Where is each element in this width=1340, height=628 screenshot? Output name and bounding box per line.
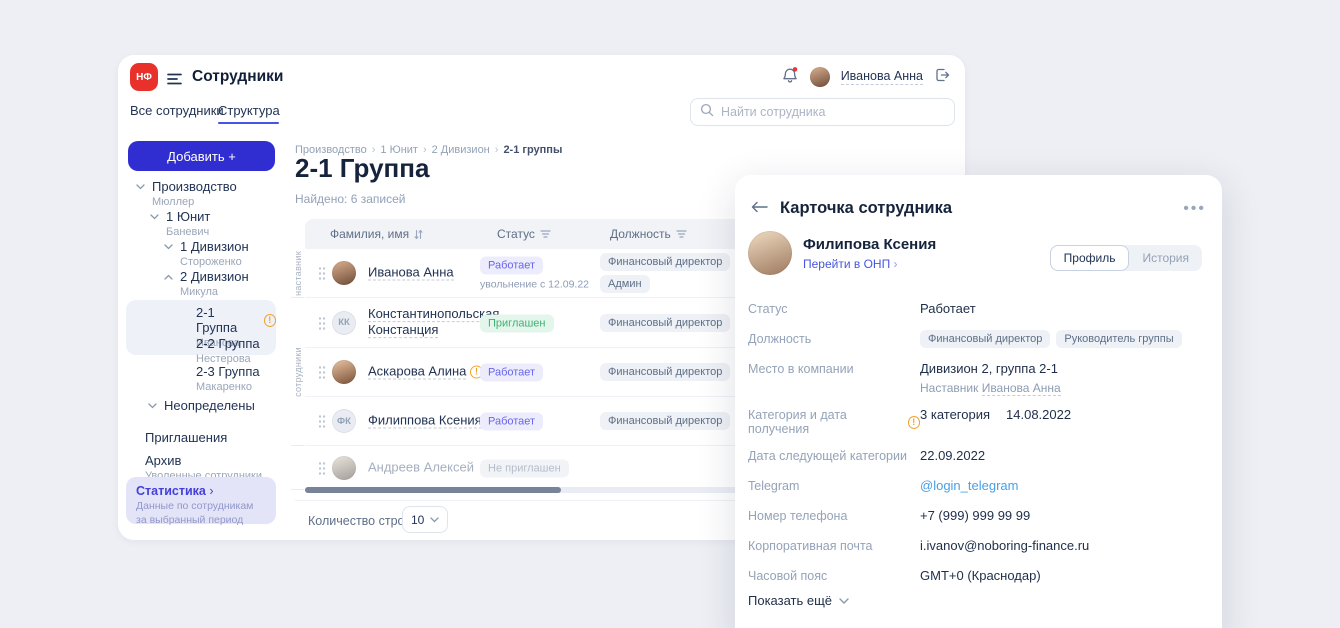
add-button[interactable]: Добавить + [128,141,275,171]
chevron-down-icon [150,213,159,219]
dismissal-note: увольнение с 12.09.22 [480,278,590,291]
sidebar-item-unit-1[interactable]: 1 Юнит Баневич [150,209,210,238]
avatar-initials: ФК [332,409,356,433]
back-icon[interactable] [751,200,768,218]
sidebar-item-production[interactable]: Производство Мюллер [136,179,237,208]
column-header-status[interactable]: Статус [497,227,551,241]
tab-structure[interactable]: Структура [218,103,280,118]
group-label-employees: сотрудники [291,298,304,446]
column-header-name[interactable]: Фамилия, имя [330,227,423,241]
sidebar-item-undefined[interactable]: Неопределены [148,398,255,413]
horizontal-scrollbar[interactable] [305,487,963,493]
avatar [332,456,356,480]
status-badge: Работает [480,412,544,431]
position-badge: Админ [600,275,650,293]
chevron-down-icon [164,243,173,249]
telegram-link[interactable]: @login_telegram [920,478,1019,494]
drag-handle-icon[interactable] [318,315,326,330]
sidebar-item-invitations[interactable]: Приглашения [145,430,228,445]
field-phone: Номер телефона +7 (999) 999 99 99 [748,508,1031,524]
divider [295,500,965,501]
avatar [332,360,356,384]
scrollbar-thumb[interactable] [305,487,561,493]
employee-photo [748,231,792,275]
app-logo[interactable]: НФ [130,63,158,91]
current-user-name[interactable]: Иванова Анна [840,69,923,85]
rows-per-page-label: Количество строк [308,514,410,528]
filter-icon[interactable] [676,230,687,238]
warning-icon [907,415,920,429]
column-header-position[interactable]: Должность [610,227,687,241]
sidebar-item-division-2[interactable]: 2 Дивизион Микула [164,269,249,298]
drag-handle-icon[interactable] [318,414,326,428]
drag-handle-icon[interactable] [318,365,326,379]
sidebar-item-group-2-3[interactable]: 2-3 Группа Макаренко [196,364,260,393]
search-box [690,98,955,126]
group-label-other [291,446,304,490]
employee-card-panel: Карточка сотрудника ••• Филипова Ксения … [735,175,1222,628]
group-title: 2-1 Группа [295,153,430,183]
drag-handle-icon[interactable] [318,266,326,280]
field-position: Должность Финансовый директор Руководите… [748,330,1204,349]
page-title: Сотрудники [192,68,284,85]
menu-icon[interactable] [167,72,183,90]
avatar-initials: КК [332,310,356,335]
chevron-up-icon [164,274,173,280]
panel-title: Карточка сотрудника [780,199,953,217]
sidebar-item-group-2-1[interactable]: 2-1 Группа Иванова [126,300,276,355]
tab-profile[interactable]: Профиль [1049,245,1130,271]
field-next-category-date: Дата следующей категории 22.09.2022 [748,448,986,464]
chevron-down-icon [148,402,157,408]
sidebar-item-division-1[interactable]: 1 Дивизион Стороженко [164,239,249,268]
status-badge: Приглашен [480,314,554,332]
status-badge: Не приглашен [480,459,569,478]
field-telegram: Telegram @login_telegram [748,477,1204,496]
position-badge: Финансовый директор [600,313,731,332]
employee-name: Филипова Ксения [803,235,937,253]
field-category: Категория и дата получения 3 категория14… [748,406,1204,436]
show-more-button[interactable]: Показать ещё [748,593,849,608]
rows-per-page-select[interactable]: 10 [402,506,449,533]
position-badge: Финансовый директор [600,412,731,430]
status-badge: Работает [480,363,544,382]
status-badge: Работает [480,256,544,275]
active-tab-underline [218,122,279,124]
user-avatar[interactable] [809,67,830,87]
avatar [332,261,356,285]
sidebar-item-group-2-2[interactable]: 2-2 Группа Нестерова [196,336,260,365]
search-icon [700,103,714,122]
breadcrumb-item[interactable]: Производство [295,144,367,156]
field-corporate-email: Корпоративная почта i.ivanov@noboring-fi… [748,538,1090,554]
profile-history-switch: Профиль История [1049,245,1202,271]
sort-icon[interactable] [414,229,423,240]
field-timezone: Часовой пояс GMT+0 (Краснодар) [748,568,1041,584]
position-badge: Финансовый директор [600,363,731,381]
chevron-down-icon [136,183,145,189]
onp-link[interactable]: Перейти в ОНП [803,257,936,271]
drag-handle-icon[interactable] [318,461,326,475]
field-company-place: Место в компании Дивизион 2, группа 2-1 … [748,361,1061,397]
field-status: Статус Работает [748,301,976,316]
chevron-down-icon [839,597,849,604]
notifications-bell-icon[interactable] [782,66,799,89]
breadcrumb-item[interactable]: 2 Дивизион [431,144,490,156]
more-options-icon[interactable]: ••• [1183,199,1206,217]
position-badge: Финансовый директор [600,253,731,271]
position-badge: Финансовый директор [920,330,1051,348]
breadcrumb: Производство › 1 Юнит › 2 Дивизион › 2-1 гр… [295,144,563,156]
breadcrumb-current: 2-1 группы [503,144,563,156]
logout-icon[interactable] [934,67,951,88]
breadcrumb-item[interactable]: 1 Юнит [380,144,418,156]
chevron-down-icon [430,516,440,522]
mentor-link[interactable]: Иванова Анна [981,381,1061,397]
tab-history[interactable]: История [1142,251,1189,265]
sidebar-item-statistics[interactable]: Статистика Данные по сотрудникам за выбр… [126,477,276,526]
search-input[interactable] [721,105,921,119]
filter-icon[interactable] [540,230,551,238]
position-badge: Руководитель группы [1056,330,1182,348]
tab-all-employees[interactable]: Все сотрудники [130,103,224,118]
warning-icon [263,313,276,327]
group-label-mentor: наставник [291,249,304,298]
records-found: Найдено: 6 записей [295,192,406,206]
